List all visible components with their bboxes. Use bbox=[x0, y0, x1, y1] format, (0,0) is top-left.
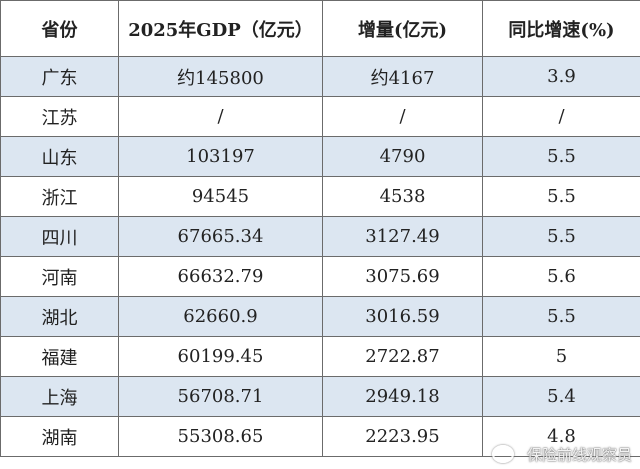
table-cell: 2223.95 bbox=[322, 416, 483, 457]
table-row: 广东 约145800 约4167 3.9 bbox=[0, 56, 640, 97]
table-cell: 5.6 bbox=[482, 256, 640, 297]
table-cell: 55308.65 bbox=[118, 416, 323, 457]
table-cell: 94545 bbox=[118, 176, 323, 217]
table-cell: 3016.59 bbox=[322, 296, 483, 337]
table-cell: 浙江 bbox=[0, 176, 119, 217]
table-cell: / bbox=[322, 96, 483, 137]
table-cell: 56708.71 bbox=[118, 376, 323, 417]
table-cell: 湖北 bbox=[0, 296, 119, 337]
table-cell: 山东 bbox=[0, 136, 119, 177]
table-cell: 上海 bbox=[0, 376, 119, 417]
table-cell: 60199.45 bbox=[118, 336, 323, 377]
table-row: 山东 103197 4790 5.5 bbox=[0, 136, 640, 177]
table-cell: 湖南 bbox=[0, 416, 119, 457]
table-cell: 3.9 bbox=[482, 56, 640, 97]
table-row: 福建 60199.45 2722.87 5 bbox=[0, 336, 640, 377]
table-cell: 约4167 bbox=[322, 56, 483, 97]
table-cell: 5.5 bbox=[482, 136, 640, 177]
table-cell: 4538 bbox=[322, 176, 483, 217]
table-cell: 4790 bbox=[322, 136, 483, 177]
table-cell: 3127.49 bbox=[322, 216, 483, 257]
header-cell: 2025年GDP（亿元） bbox=[118, 0, 323, 57]
table-cell: 5.5 bbox=[482, 296, 640, 337]
header-cell: 同比增速(%) bbox=[482, 0, 640, 57]
table-cell: 5.5 bbox=[482, 216, 640, 257]
header-cell: 增量(亿元) bbox=[322, 0, 483, 57]
table-cell: 2722.87 bbox=[322, 336, 483, 377]
table-cell: 5.4 bbox=[482, 376, 640, 417]
table-cell: 2949.18 bbox=[322, 376, 483, 417]
header-row: 省份 2025年GDP（亿元） 增量(亿元) 同比增速(%) bbox=[0, 0, 640, 57]
table-cell: 河南 bbox=[0, 256, 119, 297]
table-row: 浙江 94545 4538 5.5 bbox=[0, 176, 640, 217]
header-cell: 省份 bbox=[0, 0, 119, 57]
table-body: 广东 约145800 约4167 3.9 江苏 / / / 山东 103197 4790 5.5 浙江 9… bbox=[0, 56, 640, 457]
table-cell: 约145800 bbox=[118, 56, 323, 97]
table-cell: 103197 bbox=[118, 136, 323, 177]
table-cell: / bbox=[118, 96, 323, 137]
table-row: 江苏 / / / bbox=[0, 96, 640, 137]
table-row: 湖北 62660.9 3016.59 5.5 bbox=[0, 296, 640, 337]
watermark: 保险前线观察员 bbox=[526, 446, 632, 464]
table-cell: 3075.69 bbox=[322, 256, 483, 297]
table-cell: 江苏 bbox=[0, 96, 119, 137]
table-row: 四川 67665.34 3127.49 5.5 bbox=[0, 216, 640, 257]
table-cell: 62660.9 bbox=[118, 296, 323, 337]
table-cell: 66632.79 bbox=[118, 256, 323, 297]
table-row: 湖南 55308.65 2223.95 4.8 bbox=[0, 416, 640, 457]
table-cell: 四川 bbox=[0, 216, 119, 257]
table-cell: 广东 bbox=[0, 56, 119, 97]
table-cell: 福建 bbox=[0, 336, 119, 377]
table-cell: / bbox=[482, 96, 640, 137]
table-cell: 5.5 bbox=[482, 176, 640, 217]
watermark-icon bbox=[492, 445, 514, 463]
gdp-table: 省份 2025年GDP（亿元） 增量(亿元) 同比增速(%) 广东 约145800 约41… bbox=[0, 0, 640, 457]
table-cell: 67665.34 bbox=[118, 216, 323, 257]
table-cell: 5 bbox=[482, 336, 640, 377]
table-row: 上海 56708.71 2949.18 5.4 bbox=[0, 376, 640, 417]
table-row: 河南 66632.79 3075.69 5.6 bbox=[0, 256, 640, 297]
